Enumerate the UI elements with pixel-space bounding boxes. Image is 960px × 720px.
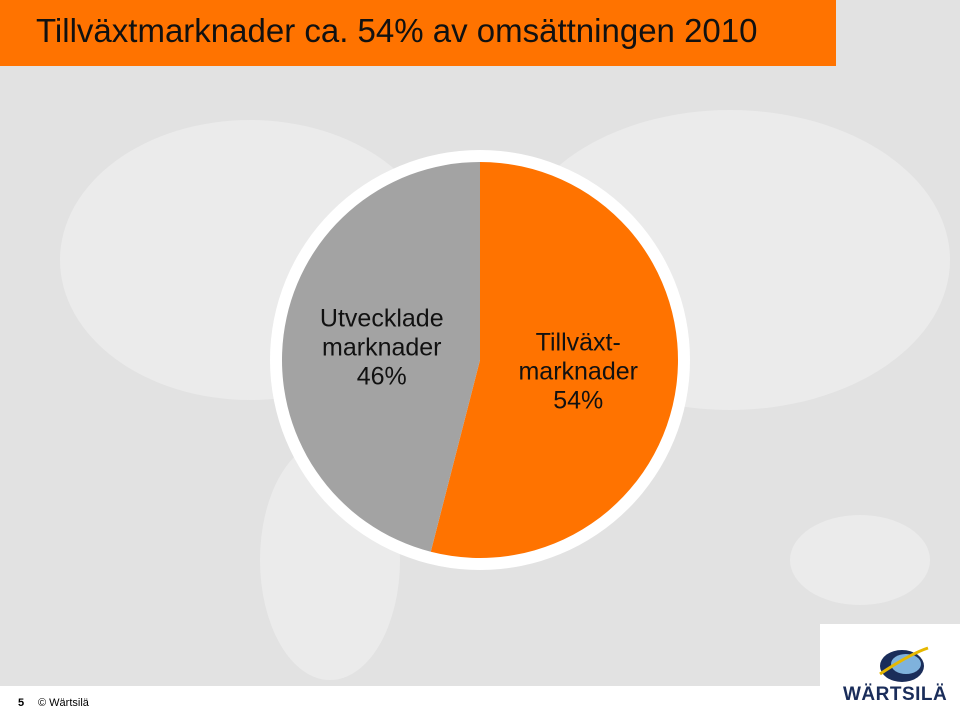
category-label: Utvecklade marknader (319, 304, 444, 362)
value-label: 46% (356, 362, 407, 391)
copyright: © Wärtsilä (38, 697, 89, 709)
title-bar: Tillväxtmarknader ca. 54% av omsättninge… (0, 0, 836, 66)
value-label: 54% (553, 386, 604, 415)
chart-title: Tillväxtmarknader ca. 54% av omsättninge… (36, 12, 758, 49)
logo-mark (879, 646, 929, 682)
page-number: 5 (18, 697, 25, 709)
slice-label: Tillväxt-marknader 54% (498, 329, 658, 416)
pie-slice (281, 162, 480, 552)
pie-slice (430, 162, 678, 558)
logo-text: WÄRTSILÄ (843, 684, 948, 705)
footer (0, 686, 960, 720)
logo-box (820, 624, 960, 720)
slice-label: Utvecklade marknader 46% (302, 304, 462, 391)
category-label: Tillväxt-marknader (518, 328, 638, 386)
